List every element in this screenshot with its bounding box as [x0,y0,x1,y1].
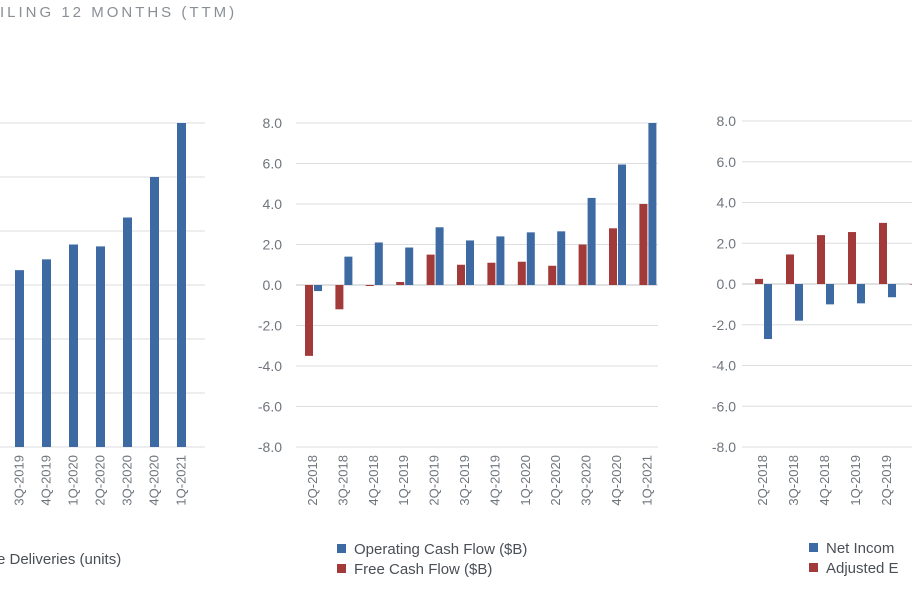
legend-swatch [809,543,818,552]
bar [755,278,763,284]
bar [374,242,383,285]
bar [435,227,444,285]
y-tick-label: -4.0 [258,358,282,374]
bar [42,259,51,447]
bar [795,284,803,321]
y-tick-label: 6.0 [717,154,737,170]
bar [578,244,587,285]
legend-label: Adjusted E [826,560,899,577]
y-tick-label: -2.0 [712,317,736,333]
x-tick-label: 2Q-2018 [755,455,770,506]
y-tick-label: 2.0 [717,235,737,251]
x-tick-label: 3Q-2019 [457,455,472,506]
legend-label: Operating Cash Flow ($B) [354,541,527,558]
x-tick-label: 1Q-2020 [66,455,81,506]
bar [618,164,626,285]
bar [764,284,772,340]
bar [457,264,465,285]
bar [826,284,834,305]
bar [396,281,405,285]
bar [817,235,825,284]
x-tick-label: 2Q-2019 [879,455,894,506]
bar [548,265,557,285]
x-tick-label: 4Q-2018 [366,455,381,506]
bar [177,123,186,447]
x-tick-label: 3Q-2018 [335,455,350,506]
x-tick-label: 1Q-2020 [518,455,533,506]
bar [648,123,657,285]
bar [848,232,856,284]
y-tick-label: 0.0 [717,276,737,292]
x-tick-label: 3Q-2019 [12,455,27,506]
bar [426,254,435,285]
bar [487,262,496,285]
legend-swatch [809,563,818,572]
x-tick-label: 3Q-2020 [579,455,594,506]
bar [786,254,794,284]
bar [526,232,535,285]
bar [405,247,414,285]
bar [557,231,566,285]
y-tick-label: 4.0 [263,196,283,212]
y-tick-label: 0.0 [263,277,283,293]
x-tick-label: 1Q-2021 [639,455,654,506]
bar [314,285,322,292]
bar [587,197,596,285]
legend-swatch [337,544,346,553]
y-tick-label: -6.0 [712,398,736,414]
bar [123,217,132,447]
y-tick-label: -2.0 [258,318,282,334]
y-tick-label: 8.0 [263,115,283,131]
x-tick-label: 4Q-2020 [147,455,162,506]
bar [365,285,374,287]
bar [496,236,505,285]
x-tick-label: 4Q-2019 [39,455,54,506]
y-tick-label: 2.0 [263,237,283,253]
bar [96,246,105,447]
y-tick-label: -8.0 [712,439,736,455]
bar [344,256,353,285]
legend-label: Free Cash Flow ($B) [354,561,492,578]
y-tick-label: 4.0 [717,195,737,211]
x-tick-label: 4Q-2020 [609,455,624,506]
bar [857,284,865,304]
x-tick-label: 2Q-2020 [548,455,563,506]
bar [888,284,896,298]
x-tick-label: 2Q-2020 [93,455,108,506]
x-tick-label: 1Q-2019 [396,455,411,506]
x-tick-label: 4Q-2018 [817,455,832,506]
bar [466,240,474,285]
bar [879,222,887,284]
bar [305,285,313,356]
bar [517,261,526,285]
x-tick-label: 3Q-2018 [786,455,801,506]
x-tick-label: 1Q-2019 [848,455,863,506]
bar [150,177,159,447]
y-tick-label: -4.0 [712,358,736,374]
legend-label: Net Incom [826,540,894,557]
x-tick-label: 3Q-2020 [120,455,135,506]
x-tick-label: 2Q-2018 [305,455,320,506]
bar [69,244,78,447]
page-header: ILING 12 MONTHS (TTM) [0,4,238,21]
y-tick-label: 8.0 [717,113,737,129]
x-tick-label: 1Q-2021 [174,455,189,506]
y-tick-label: -8.0 [258,439,282,455]
legend-label: e Deliveries (units) [0,551,121,568]
bar [910,284,912,285]
bar [639,204,648,285]
legend-swatch [337,564,346,573]
bar [609,228,617,285]
bar [15,270,24,447]
x-tick-label: 2Q-2019 [427,455,442,506]
y-tick-label: 6.0 [263,156,283,172]
y-tick-label: -6.0 [258,399,282,415]
bar [335,285,344,310]
x-tick-label: 4Q-2019 [487,455,502,506]
x-tick-label: 3Q-2019 [910,455,912,506]
